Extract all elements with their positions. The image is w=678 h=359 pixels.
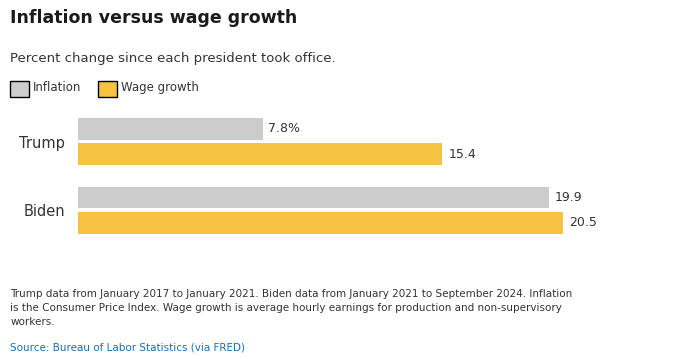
Text: 15.4: 15.4 <box>448 148 476 161</box>
Bar <box>78 212 563 234</box>
Text: 19.9: 19.9 <box>555 191 582 204</box>
Bar <box>78 118 262 140</box>
Text: 7.8%: 7.8% <box>268 122 300 135</box>
Text: Inflation versus wage growth: Inflation versus wage growth <box>10 9 298 27</box>
Text: Trump data from January 2017 to January 2021. Biden data from January 2021 to Se: Trump data from January 2017 to January … <box>10 289 572 327</box>
Text: Percent change since each president took office.: Percent change since each president took… <box>10 52 336 65</box>
Text: 20.5: 20.5 <box>569 216 597 229</box>
Bar <box>78 187 549 209</box>
Text: Wage growth: Wage growth <box>121 81 199 94</box>
Text: Inflation: Inflation <box>33 81 81 94</box>
Bar <box>78 143 442 165</box>
Text: Source: Bureau of Labor Statistics (via FRED): Source: Bureau of Labor Statistics (via … <box>10 343 245 353</box>
